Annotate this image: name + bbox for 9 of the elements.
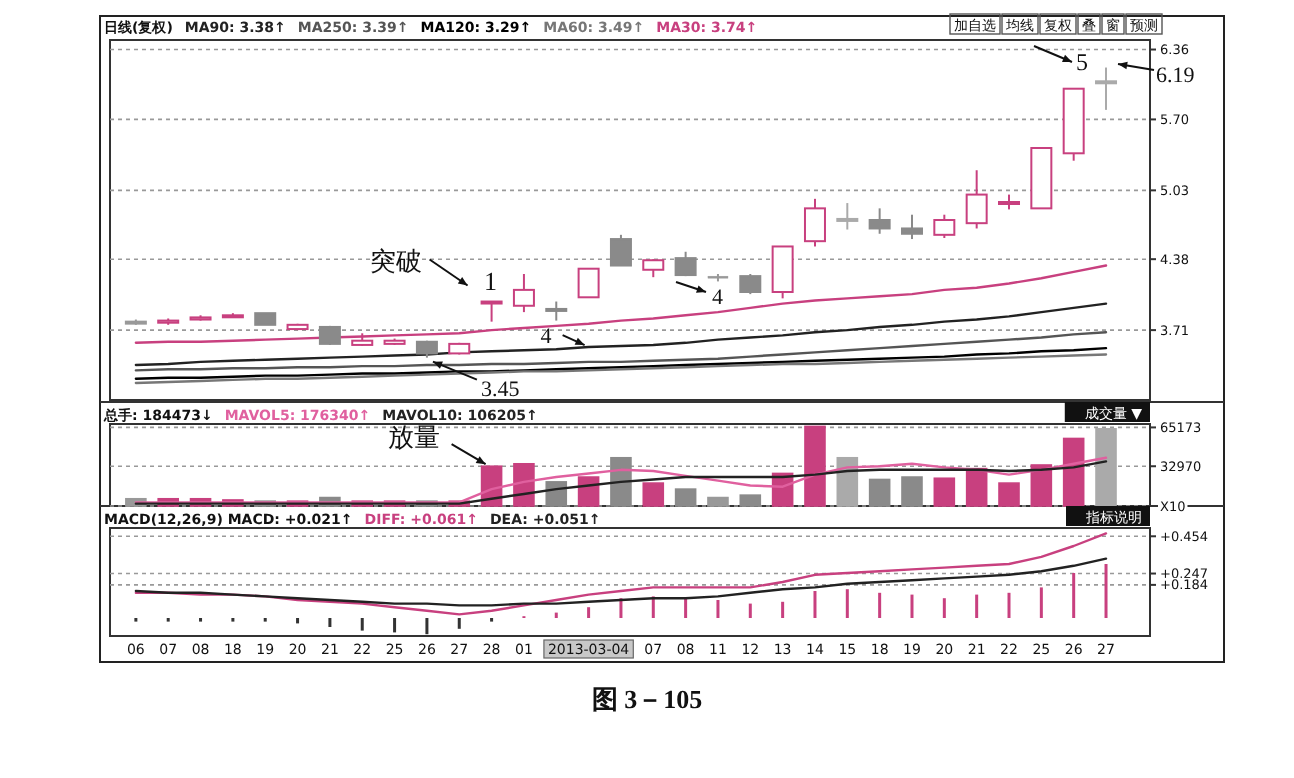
annotation: 放量 bbox=[387, 422, 440, 453]
annotation: 5 bbox=[1076, 48, 1088, 76]
caption: 图 3－105 bbox=[591, 684, 704, 714]
annotation: 3.45 bbox=[480, 377, 521, 402]
annotation: 4 bbox=[712, 286, 724, 310]
annotation: 4 bbox=[540, 325, 553, 350]
annotation: 突破 bbox=[369, 245, 422, 276]
annotation: 1 bbox=[484, 266, 497, 296]
text: 6.19 bbox=[1156, 64, 1196, 88]
